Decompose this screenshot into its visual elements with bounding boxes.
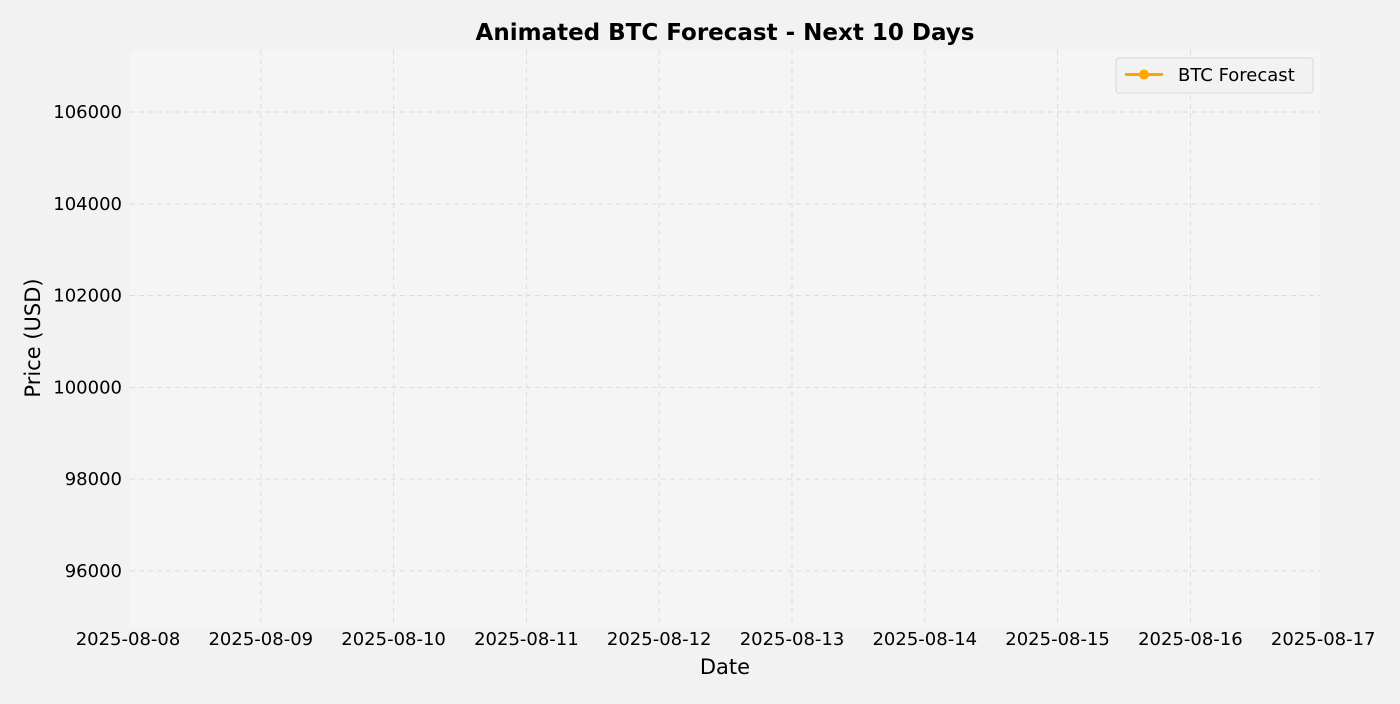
x-axis-label: Date <box>700 655 750 679</box>
y-tick-label: 100000 <box>53 377 122 398</box>
x-tick-label: 2025-08-17 <box>1271 629 1376 650</box>
x-tick-label: 2025-08-12 <box>607 629 712 650</box>
y-tick-label: 96000 <box>65 561 122 582</box>
x-tick-label: 2025-08-13 <box>740 629 845 650</box>
y-tick-label: 104000 <box>53 194 122 215</box>
legend-label: BTC Forecast <box>1178 65 1295 86</box>
y-axis-ticks: 96000 98000 100000 102000 104000 106000 <box>53 102 122 582</box>
x-tick-label: 2025-08-11 <box>474 629 579 650</box>
y-tick-label: 102000 <box>53 286 122 307</box>
grid-lines <box>130 50 1320 626</box>
x-tick-label: 2025-08-08 <box>76 629 181 650</box>
x-axis-ticks: 2025-08-08 2025-08-09 2025-08-10 2025-08-11… <box>76 629 1376 650</box>
x-tick-label: 2025-08-14 <box>872 629 977 650</box>
x-tick-label: 2025-08-09 <box>208 629 313 650</box>
x-tick-label: 2025-08-10 <box>341 629 446 650</box>
legend-box <box>1115 57 1314 94</box>
y-tick-label: 106000 <box>53 102 122 123</box>
y-axis-label: Price (USD) <box>21 278 45 397</box>
x-tick-label: 2025-08-16 <box>1138 629 1243 650</box>
y-tick-label: 98000 <box>65 469 122 490</box>
legend: BTC Forecast <box>1115 57 1314 94</box>
chart-title: Animated BTC Forecast - Next 10 Days <box>476 20 975 46</box>
legend-marker-icon <box>1139 69 1149 80</box>
plot-area <box>130 50 1320 626</box>
x-tick-label: 2025-08-15 <box>1005 629 1110 650</box>
